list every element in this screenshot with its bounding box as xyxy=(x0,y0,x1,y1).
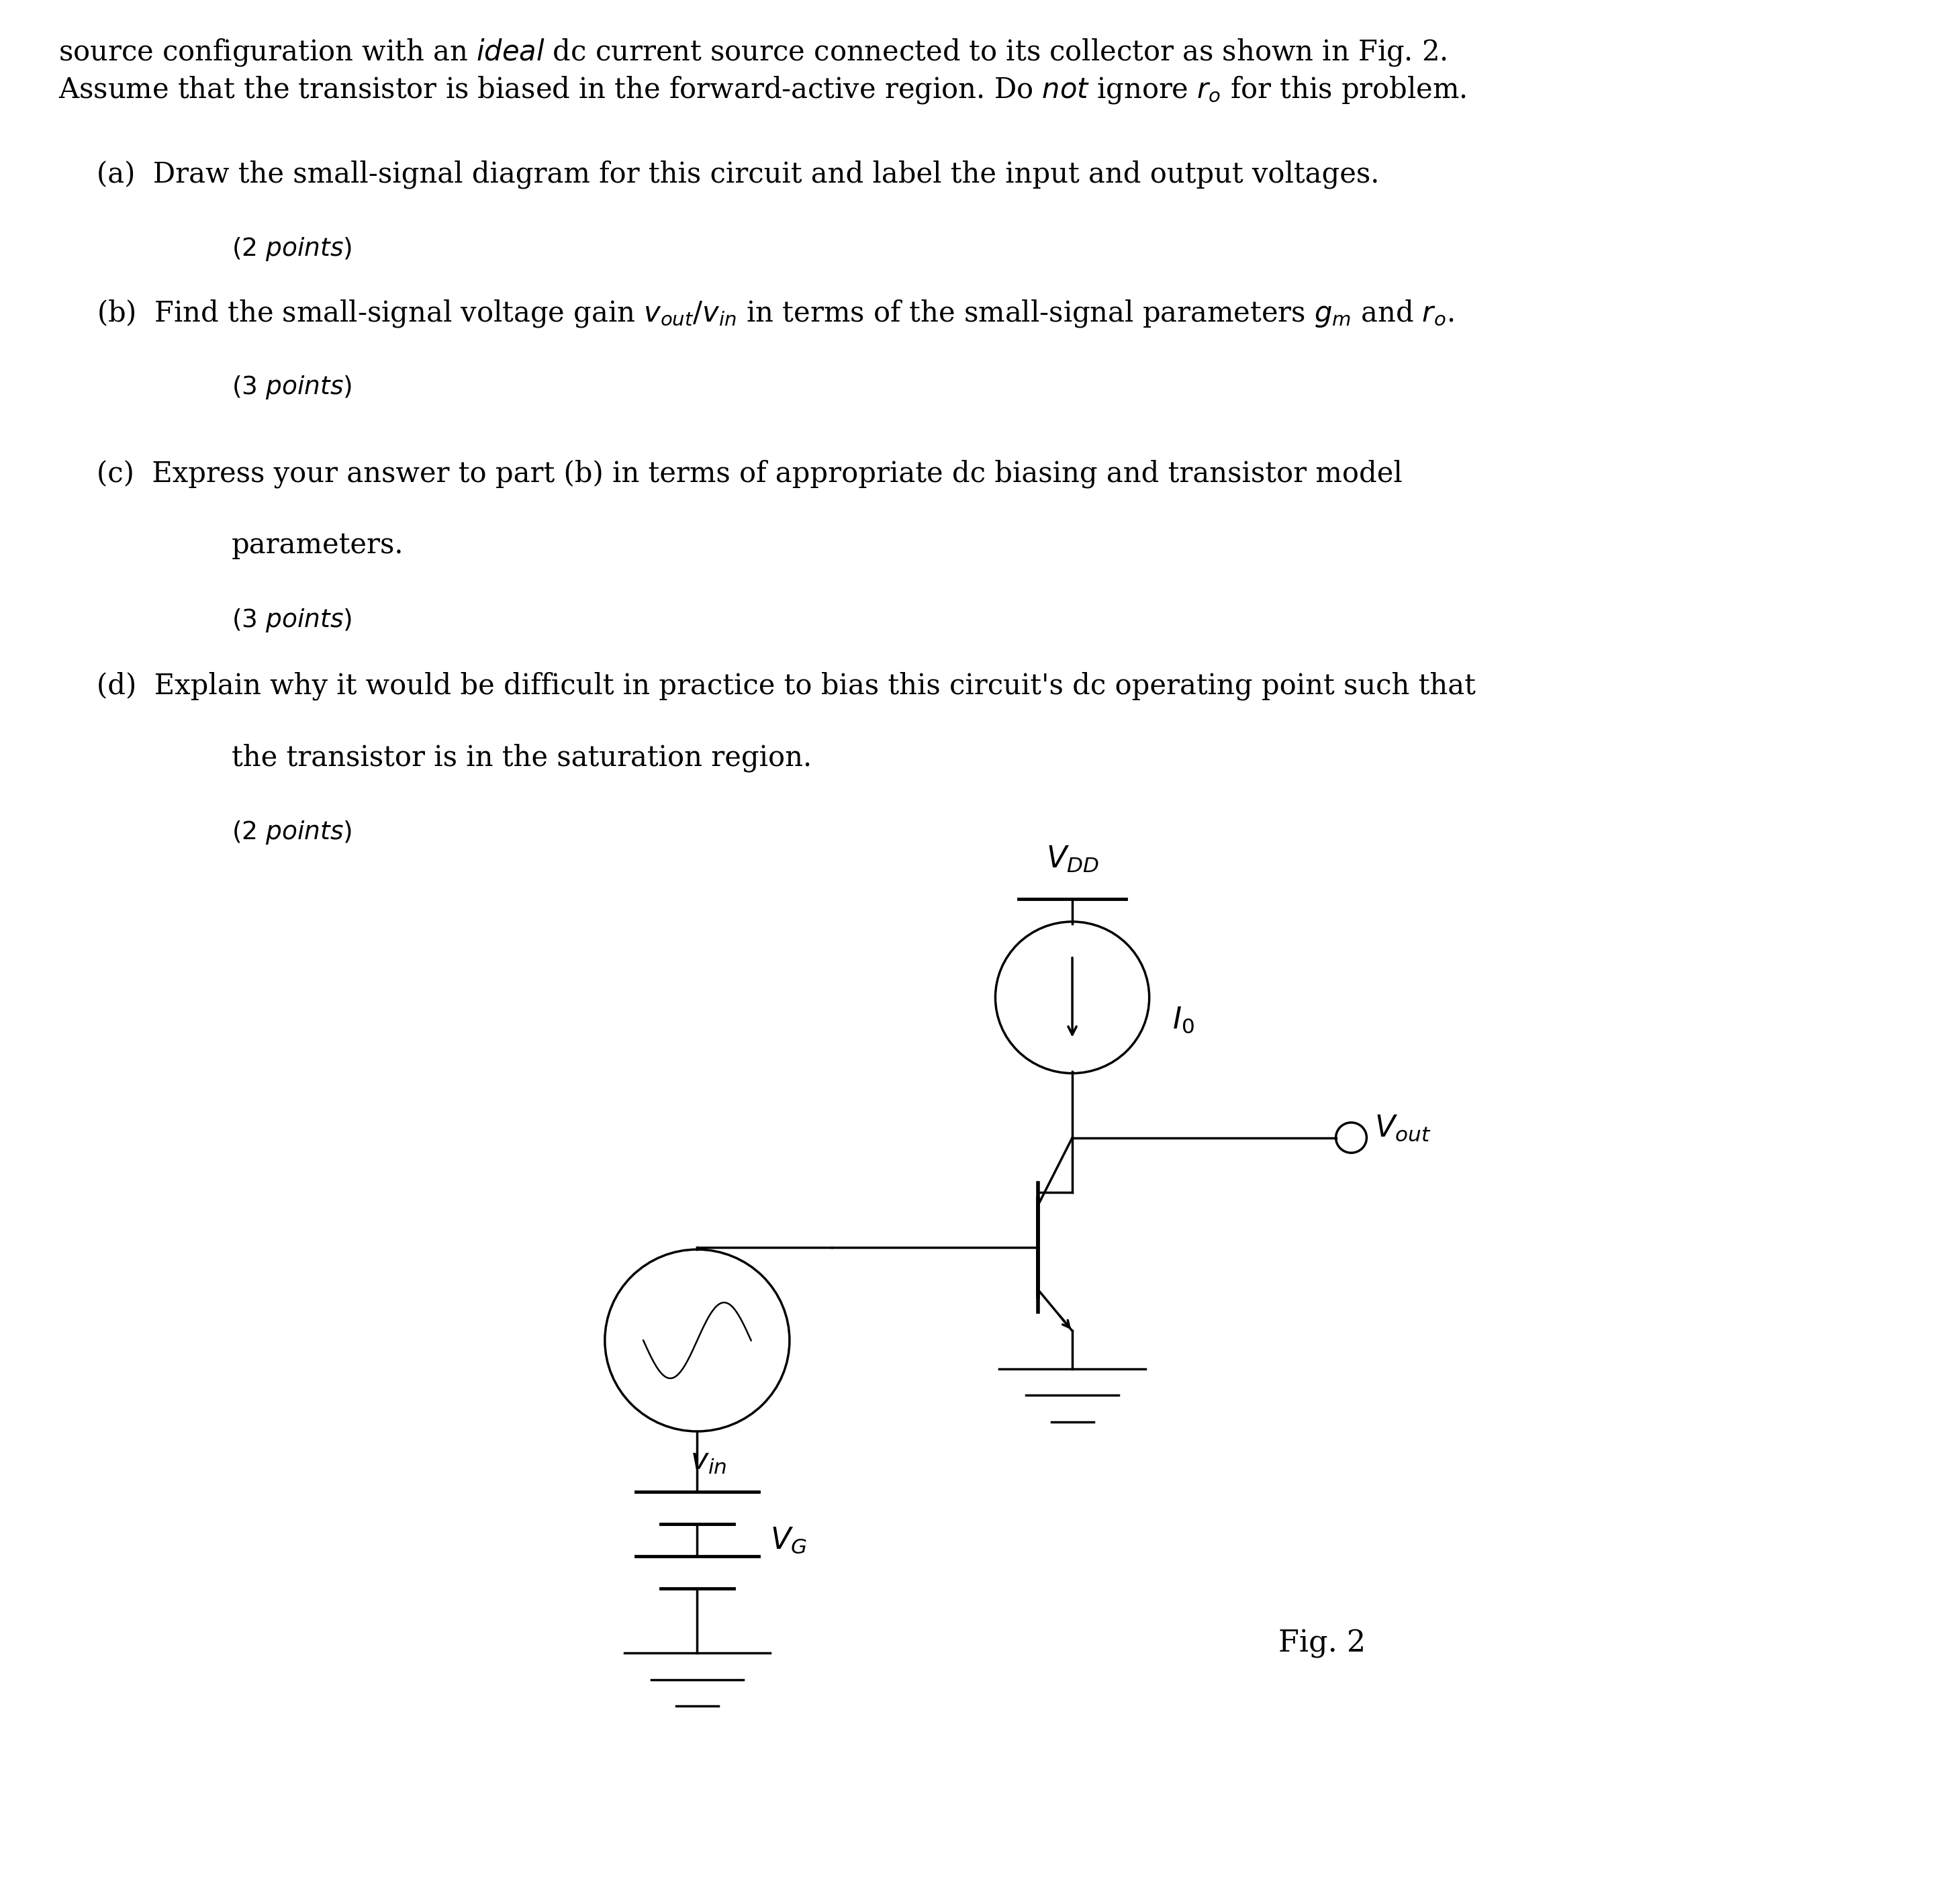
Text: parameters.: parameters. xyxy=(232,531,404,560)
Text: (b)  Find the small-signal voltage gain $v_{out}/v_{in}$ in terms of the small-s: (b) Find the small-signal voltage gain $… xyxy=(97,299,1454,329)
Text: $V_{out}$: $V_{out}$ xyxy=(1374,1114,1430,1142)
Text: $(3\ \mathit{points})$: $(3\ \mathit{points})$ xyxy=(232,607,352,634)
Text: the transistor is in the saturation region.: the transistor is in the saturation regi… xyxy=(232,744,812,773)
Text: $V_G$: $V_G$ xyxy=(769,1525,808,1556)
Text: $v_{in}$: $v_{in}$ xyxy=(690,1447,727,1476)
Text: $(3\ \mathit{points})$: $(3\ \mathit{points})$ xyxy=(232,373,352,402)
Text: $I_0$: $I_0$ xyxy=(1171,1005,1195,1034)
Text: Fig. 2: Fig. 2 xyxy=(1280,1630,1367,1658)
Text: (c)  Express your answer to part (b) in terms of appropriate dc biasing and tran: (c) Express your answer to part (b) in t… xyxy=(97,459,1403,487)
Text: Assume that the transistor is biased in the forward-active region. Do $\mathit{n: Assume that the transistor is biased in … xyxy=(58,74,1467,105)
Text: (d)  Explain why it would be difficult in practice to bias this circuit's dc ope: (d) Explain why it would be difficult in… xyxy=(97,672,1477,701)
Text: $V_{DD}$: $V_{DD}$ xyxy=(1046,845,1098,874)
Text: $(2\ \mathit{points})$: $(2\ \mathit{points})$ xyxy=(232,819,352,845)
Text: (a)  Draw the small-signal diagram for this circuit and label the input and outp: (a) Draw the small-signal diagram for th… xyxy=(97,160,1380,188)
Text: source configuration with an $\mathit{ideal}$ dc current source connected to its: source configuration with an $\mathit{id… xyxy=(58,36,1448,69)
Text: $(2\ \mathit{points})$: $(2\ \mathit{points})$ xyxy=(232,236,352,263)
